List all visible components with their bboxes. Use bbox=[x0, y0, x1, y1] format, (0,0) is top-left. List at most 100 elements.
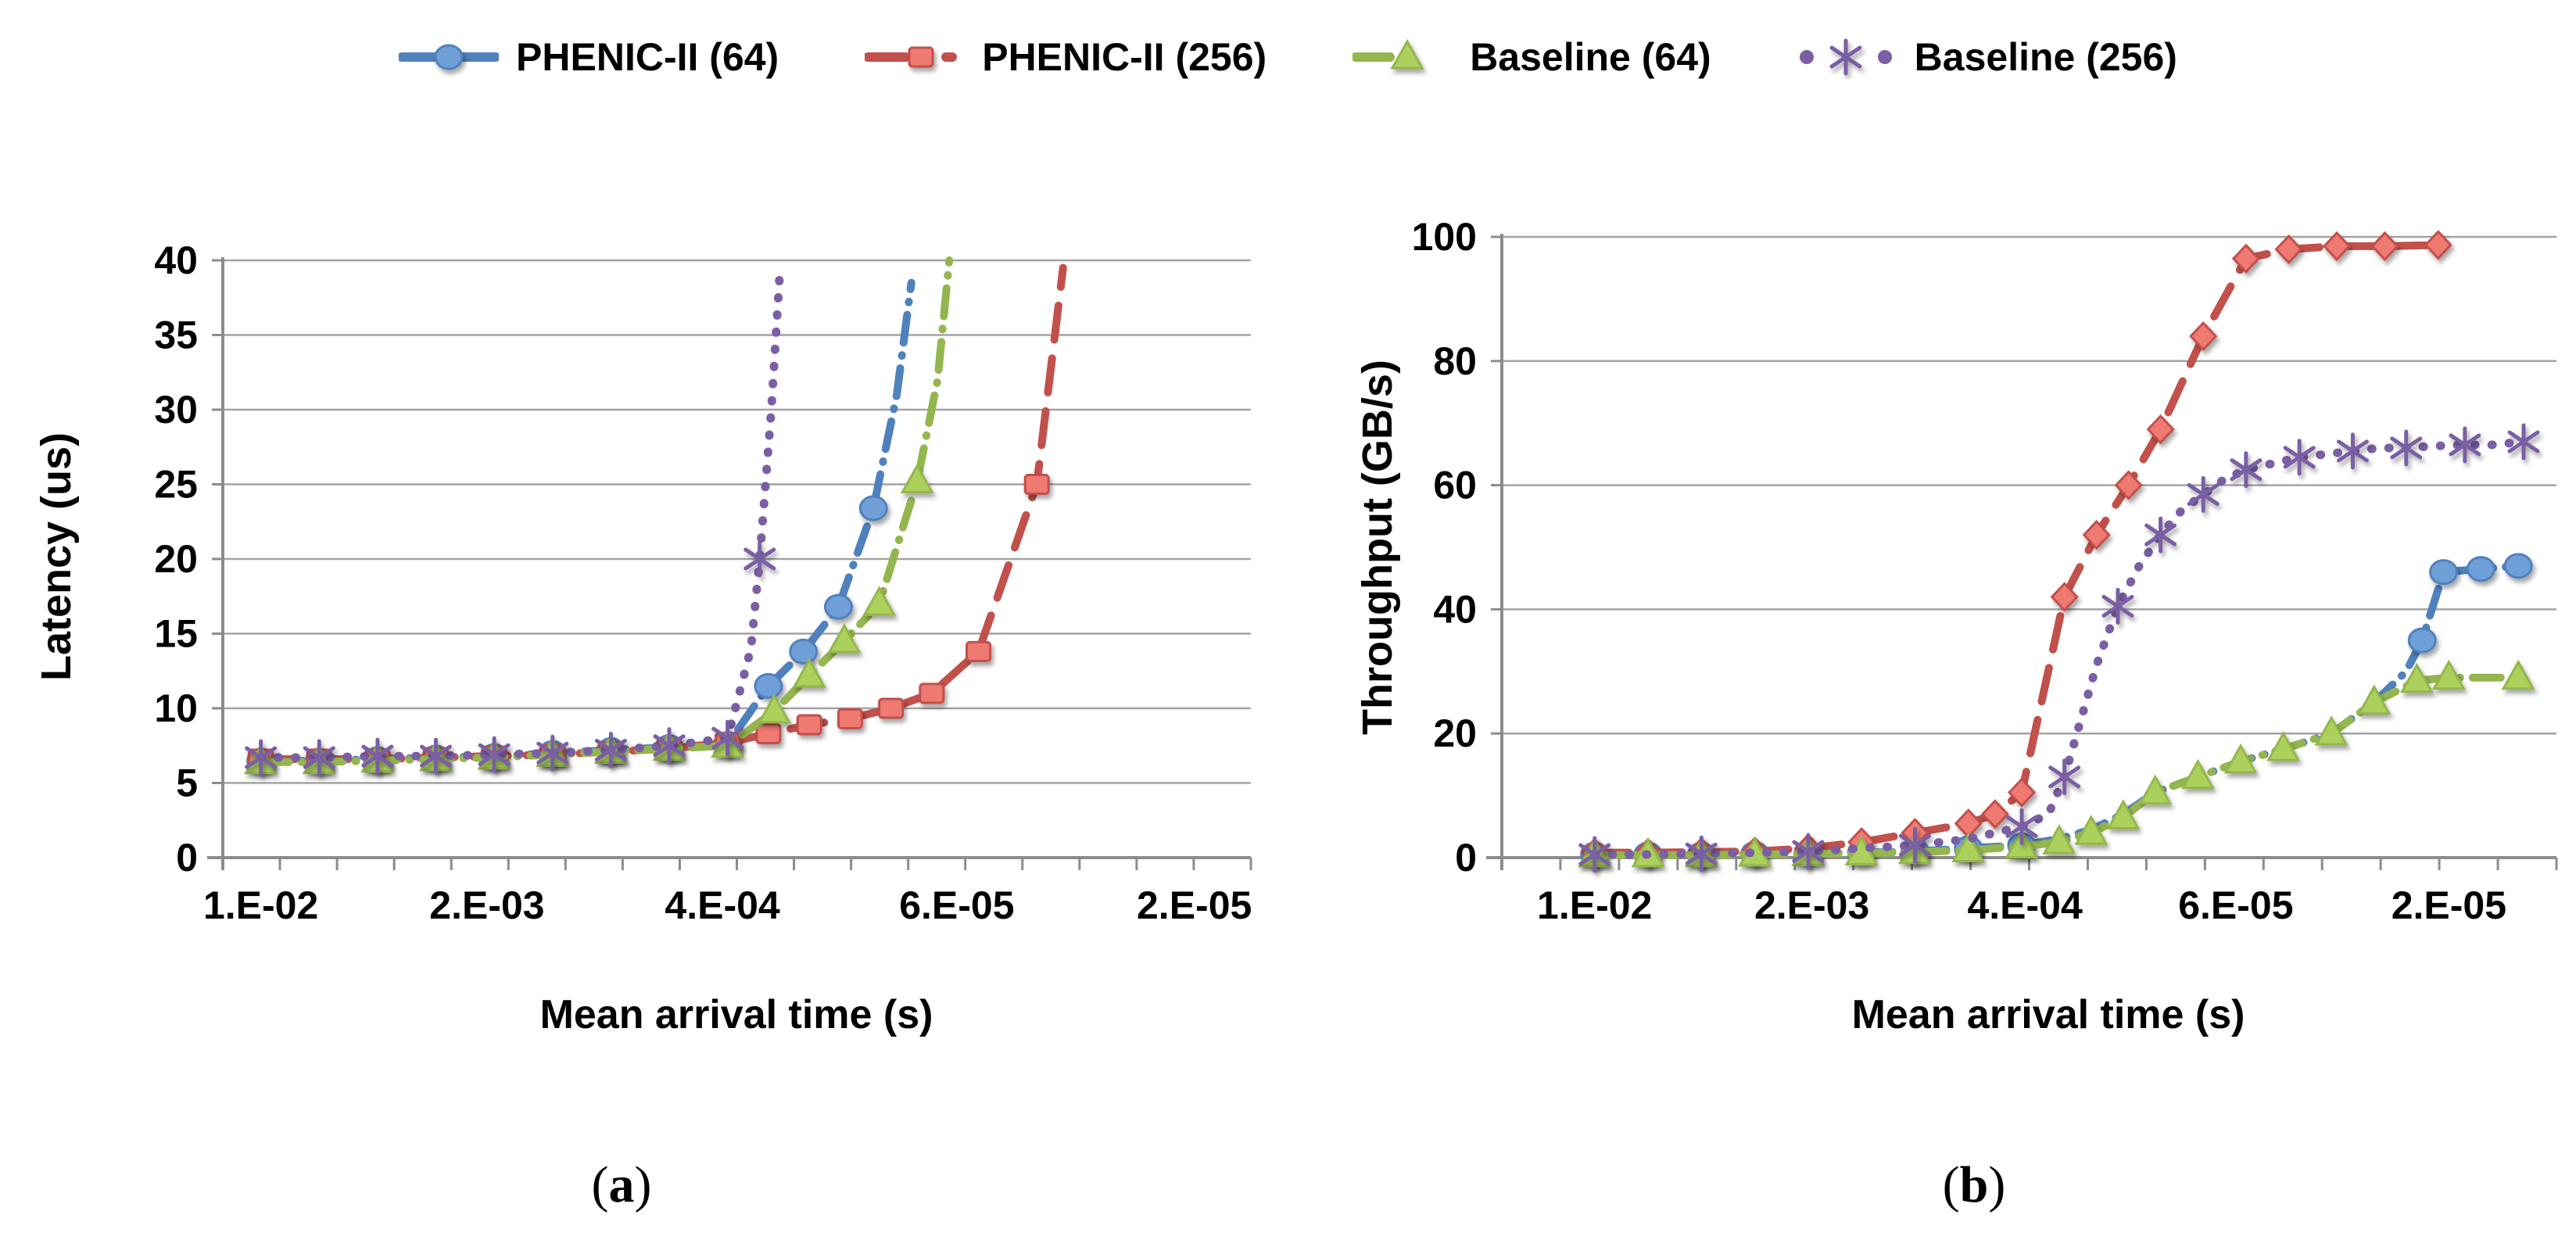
asterisk-marker bbox=[420, 737, 453, 775]
triangle-marker bbox=[862, 586, 897, 616]
asterisk-marker bbox=[2283, 439, 2316, 476]
x-axis-title-left: Mean arrival time (s) bbox=[539, 992, 933, 1037]
circle-marker bbox=[858, 495, 888, 521]
asterisk-marker bbox=[303, 739, 335, 776]
asterisk-marker bbox=[2101, 587, 2134, 625]
asterisk-marker bbox=[1685, 835, 1718, 872]
latency-chart: 0 5 10 15 20 25 30 35 40 1.E-02 2.E-03 4.E-04 6.E-05… bbox=[154, 238, 1252, 927]
circle-marker bbox=[2429, 559, 2459, 586]
diamond-marker bbox=[2231, 243, 2260, 274]
y-tick-label: 20 bbox=[154, 537, 198, 581]
asterisk-marker bbox=[2336, 432, 2369, 470]
circle-marker bbox=[2503, 553, 2533, 579]
legend-marker-phenic-ii-256-icon bbox=[865, 46, 958, 68]
asterisk-marker bbox=[1829, 38, 1862, 76]
circle-marker bbox=[2466, 556, 2495, 582]
triangle-marker bbox=[2074, 815, 2108, 845]
y-tick-label: 0 bbox=[1455, 836, 1477, 880]
square-marker bbox=[837, 708, 863, 729]
y-tick-label: 80 bbox=[1433, 339, 1477, 383]
y-tick-label: 5 bbox=[176, 761, 198, 805]
circle-marker bbox=[823, 593, 853, 620]
x-tick-label: 1.E-02 bbox=[203, 883, 318, 927]
series-line bbox=[1590, 561, 2523, 859]
asterisk-marker bbox=[1578, 836, 1611, 873]
legend-dot bbox=[1877, 50, 1892, 64]
series-baseline-256- bbox=[245, 263, 785, 776]
series-line bbox=[1590, 241, 2442, 857]
series-line bbox=[256, 256, 954, 766]
asterisk-marker bbox=[2005, 808, 2038, 845]
triangle-marker bbox=[827, 622, 862, 654]
triangle-marker bbox=[2106, 799, 2141, 829]
circle-marker bbox=[2407, 627, 2437, 654]
triangle-marker bbox=[1951, 832, 1986, 862]
legend-dot bbox=[1799, 50, 1814, 64]
diamond-marker bbox=[2274, 234, 2303, 265]
circle-marker bbox=[434, 44, 464, 70]
series-phenic-ii-256- bbox=[1580, 230, 2452, 868]
legend-label: PHENIC-II (256) bbox=[982, 35, 1267, 79]
y-axis-title-throughput: Throughput (GB/s) bbox=[1354, 360, 1401, 735]
diamond-marker bbox=[2322, 231, 2352, 262]
series-line bbox=[256, 278, 915, 765]
legend-marker-phenic-ii-64-icon bbox=[399, 44, 500, 70]
chart-legend: PHENIC-II (64) PHENIC-II (256) Baseline … bbox=[0, 22, 2576, 92]
x-tick-label: 4.E-04 bbox=[1967, 883, 2083, 927]
diamond-marker bbox=[2008, 777, 2037, 808]
triangle-marker bbox=[1390, 38, 1424, 70]
diamond-marker bbox=[2189, 321, 2218, 352]
y-tick-label: 35 bbox=[154, 314, 198, 357]
triangle-marker bbox=[2399, 662, 2434, 693]
asterisk-marker bbox=[478, 736, 511, 773]
y-tick-label: 10 bbox=[154, 686, 198, 730]
triangle-marker bbox=[2042, 824, 2076, 855]
asterisk-marker bbox=[2144, 516, 2177, 554]
asterisk-marker bbox=[1898, 826, 1931, 864]
y-tick-label: 30 bbox=[154, 388, 198, 432]
triangle-marker bbox=[2180, 758, 2215, 790]
diamond-marker bbox=[2050, 582, 2079, 612]
series-line bbox=[1590, 437, 2528, 859]
x-tick-label: 2.E-03 bbox=[429, 883, 544, 927]
x-tick-label: 6.E-05 bbox=[899, 883, 1014, 927]
legend-item-phenic-ii-64: PHENIC-II (64) bbox=[399, 34, 779, 80]
asterisk-marker bbox=[594, 731, 627, 769]
legend-marker-baseline-256-icon bbox=[1799, 38, 1892, 76]
asterisk-marker bbox=[711, 719, 744, 757]
asterisk-marker bbox=[2449, 426, 2481, 464]
series-line bbox=[256, 263, 785, 762]
triangle-marker bbox=[2223, 743, 2258, 774]
legend-item-baseline-64: Baseline (64) bbox=[1352, 34, 1711, 80]
legend-marker-baseline-64-icon bbox=[1352, 38, 1424, 70]
diamond-marker bbox=[2146, 414, 2175, 445]
diamond-marker bbox=[2082, 519, 2111, 550]
x-tick-label: 2.E-05 bbox=[1137, 883, 1252, 927]
series-baseline-64- bbox=[1578, 659, 2535, 868]
legend-label: Baseline (256) bbox=[1914, 35, 2177, 79]
square-marker bbox=[919, 683, 945, 704]
diamond-marker bbox=[2114, 470, 2143, 500]
triangle-marker bbox=[2501, 659, 2535, 690]
asterisk-marker bbox=[536, 734, 569, 772]
y-tick-label: 0 bbox=[176, 836, 198, 880]
triangle-marker bbox=[2431, 659, 2466, 690]
y-tick-label: 40 bbox=[1433, 587, 1477, 631]
circle-marker bbox=[754, 672, 783, 699]
asterisk-marker bbox=[361, 737, 394, 775]
legend-label: Baseline (64) bbox=[1470, 35, 1711, 79]
legend-label: PHENIC-II (64) bbox=[516, 35, 779, 79]
throughput-chart: 0 20 40 60 80 100 1.E-02 2.E-03 4.E-04 6.E-05 2.E-… bbox=[1412, 215, 2558, 927]
square-marker bbox=[755, 722, 782, 744]
legend-item-baseline-256: Baseline (256) bbox=[1797, 34, 2177, 80]
triangle-marker bbox=[2357, 684, 2391, 715]
diamond-marker bbox=[2370, 231, 2399, 262]
series-baseline-64- bbox=[244, 256, 954, 775]
asterisk-marker bbox=[2390, 429, 2423, 467]
asterisk-marker bbox=[2187, 476, 2220, 514]
square-marker bbox=[796, 714, 822, 736]
caption-a: (a) bbox=[591, 1156, 652, 1213]
caption-b: (b) bbox=[1942, 1156, 2006, 1213]
series-phenic-ii-64- bbox=[246, 278, 915, 774]
